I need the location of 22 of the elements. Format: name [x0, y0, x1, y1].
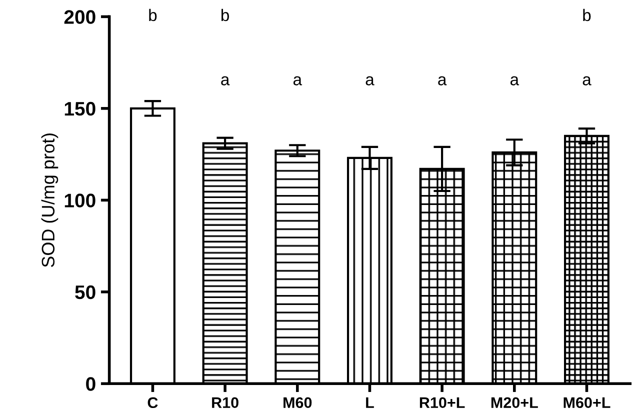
y-tick-label: 100: [64, 194, 96, 208]
x-tick-label: C: [148, 397, 158, 408]
annotation: a: [221, 76, 230, 86]
annotation: a: [438, 76, 447, 86]
y-tick-label: 200: [64, 10, 96, 24]
x-tick-label: M20+L: [491, 397, 538, 408]
x-tick-label: R10+L: [420, 397, 465, 408]
x-tick-label: R10: [212, 397, 238, 408]
y-tick-label: 50: [75, 285, 96, 300]
annotation: a: [293, 76, 302, 86]
y-tick-label: 150: [64, 102, 96, 116]
y-tick-label: 0: [86, 377, 96, 391]
annotation: a: [510, 76, 520, 86]
x-tick-label: M60+L: [564, 397, 610, 408]
annotation: b: [149, 8, 157, 22]
annotation: a: [366, 76, 374, 86]
x-tick-label: M60: [284, 397, 312, 408]
y-axis-title: SOD (U/mg prot): [41, 134, 58, 268]
annotation: b: [583, 8, 591, 22]
annotation: b: [221, 8, 229, 22]
x-tick-label: L: [366, 397, 374, 408]
annotation: a: [582, 76, 592, 86]
